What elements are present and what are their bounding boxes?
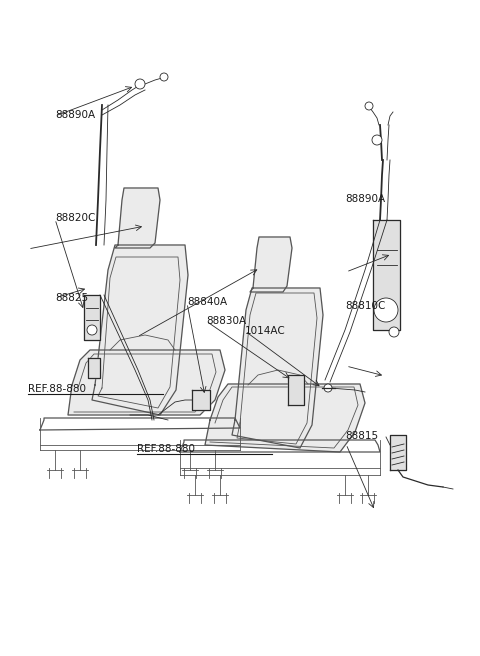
Circle shape	[389, 327, 399, 337]
Text: REF.88-880: REF.88-880	[28, 384, 86, 394]
Circle shape	[160, 73, 168, 81]
Polygon shape	[88, 358, 100, 378]
Polygon shape	[288, 375, 304, 405]
Polygon shape	[373, 220, 400, 330]
Text: 88820C: 88820C	[55, 213, 96, 223]
Circle shape	[365, 102, 373, 110]
Text: 88815: 88815	[346, 430, 379, 441]
Polygon shape	[205, 384, 365, 452]
Polygon shape	[390, 435, 406, 470]
Circle shape	[87, 325, 97, 335]
Polygon shape	[92, 245, 188, 415]
Text: 88840A: 88840A	[187, 297, 228, 307]
Text: 88825: 88825	[55, 293, 88, 303]
Text: 1014AC: 1014AC	[245, 325, 286, 336]
Polygon shape	[84, 295, 100, 340]
Circle shape	[374, 298, 398, 322]
Polygon shape	[192, 390, 210, 410]
Polygon shape	[250, 237, 292, 292]
Text: 88830A: 88830A	[206, 316, 247, 327]
Text: REF.88-880: REF.88-880	[137, 443, 195, 454]
Circle shape	[135, 79, 145, 89]
Text: 88810C: 88810C	[346, 301, 386, 312]
Polygon shape	[232, 288, 323, 448]
Circle shape	[372, 135, 382, 145]
Polygon shape	[115, 188, 160, 248]
Circle shape	[324, 384, 332, 392]
Polygon shape	[68, 350, 225, 415]
Text: 88890A: 88890A	[55, 110, 96, 120]
Text: 88890A: 88890A	[346, 194, 386, 205]
